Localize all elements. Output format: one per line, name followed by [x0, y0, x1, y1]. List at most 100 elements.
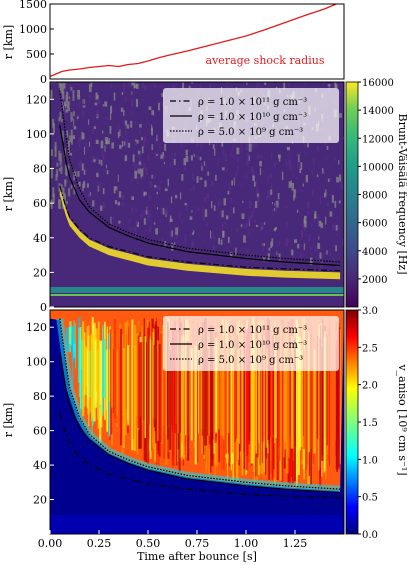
bv-noise-cell	[196, 207, 200, 212]
bv-colorbar-ticks: 16000 14000 12000 10000 8000 6000 4000 2000	[358, 78, 394, 286]
bv-noise-cell	[338, 90, 341, 93]
bv-noise-cell	[243, 235, 246, 243]
bv-noise-cell	[253, 171, 255, 180]
bv-noise-cell	[58, 117, 61, 122]
va-stripe	[99, 342, 102, 405]
bv-noise-cell	[123, 141, 126, 146]
bv-noise-cell	[151, 151, 154, 154]
va-stripe	[241, 323, 244, 444]
va-stripe	[182, 334, 185, 460]
bv-noise-cell	[235, 228, 239, 232]
va-stripe	[296, 320, 298, 486]
bv-contour-1e10	[59, 125, 341, 267]
bv-noise-cell	[329, 211, 333, 217]
bv-noise-cell	[243, 226, 246, 229]
bv-noise-cell	[170, 215, 172, 222]
bv-noise-cell	[164, 144, 167, 151]
va-stripe	[83, 333, 86, 407]
bv-noise-cell	[81, 163, 84, 171]
bv-noise-cell	[276, 244, 278, 247]
va-stripe	[323, 337, 325, 473]
bv-noise-cell	[151, 174, 153, 179]
va-stripe	[215, 337, 218, 432]
bv-noise-cell	[212, 232, 214, 239]
bv-noise-cell	[144, 209, 147, 215]
bv-noise-cell	[191, 210, 193, 213]
va-x-tick-label: 0.00	[38, 537, 63, 550]
bv-noise-cell	[70, 184, 73, 189]
bv-contour-5e9	[59, 90, 341, 263]
bv-noise-cell	[212, 245, 215, 251]
bv-noise-cell	[229, 252, 233, 258]
bv-noise-cell	[101, 130, 104, 134]
bv-noise-cell	[113, 186, 116, 194]
bv-noise-cell	[305, 151, 307, 155]
shock-panel-frame	[49, 3, 345, 80]
bv-noise-cell	[182, 82, 185, 89]
bv-noise-cell	[203, 196, 207, 203]
bv-noise-cell	[140, 214, 142, 221]
bv-noise-cell	[143, 191, 145, 197]
bv-noise-cell	[157, 149, 159, 157]
va-stripe	[277, 327, 281, 461]
va-stripe	[225, 343, 227, 455]
bv-noise-cell	[111, 142, 114, 149]
bv-noise-cell	[257, 153, 259, 160]
bv-noise-cell	[309, 247, 312, 250]
va-stripe	[147, 327, 149, 464]
bv-noise-cell	[277, 154, 281, 159]
bv-noise-cell	[338, 160, 340, 165]
bv-noise-cell	[307, 200, 310, 209]
bv-noise-cell	[246, 249, 249, 253]
bv-noise-cell	[231, 180, 233, 186]
bv-noise-cell	[246, 82, 248, 86]
bv-noise-cell	[78, 181, 81, 187]
bv-noise-cell	[143, 162, 146, 170]
bv-noise-cell	[275, 200, 279, 208]
bv-noise-cell	[160, 154, 164, 159]
bv-noise-cell	[65, 100, 67, 109]
va-stripe	[195, 347, 197, 432]
bv-noise-cell	[333, 256, 335, 265]
bv-noise-cell	[299, 222, 302, 227]
bv-noise-cell	[85, 141, 87, 149]
va-stripe	[271, 335, 274, 480]
bv-noise-cell	[194, 207, 196, 210]
bv-noise-cell	[76, 173, 78, 178]
bv-noise-cell	[90, 203, 93, 208]
va-stripe	[289, 337, 292, 437]
bv-noise-cell	[286, 147, 289, 150]
bv-noise-cell	[148, 195, 152, 201]
bv-noise-cell	[62, 82, 66, 89]
bv-noise-cell	[60, 88, 63, 94]
va-stripe	[106, 326, 108, 432]
bv-noise-cell	[327, 84, 331, 87]
va-legend-label-1e11: ρ = 1.0 × 10¹¹ g cm⁻³	[198, 325, 307, 336]
bv-noise-cell	[85, 149, 87, 152]
bv-noise-cell	[134, 170, 138, 179]
bv-noise-cell	[278, 240, 281, 245]
bv-noise-cell	[110, 105, 113, 114]
bv-noise-cell	[103, 136, 105, 141]
va-y-tick-label: 60	[33, 425, 47, 438]
bv-noise-cell	[173, 159, 176, 166]
va-y-label: r [km]	[2, 403, 15, 437]
bv-noise-cell	[163, 165, 166, 168]
bv-noise-cell	[248, 228, 250, 237]
bv-noise-cell	[303, 220, 307, 228]
bv-noise-cell	[191, 232, 194, 235]
va-stripe	[134, 325, 137, 435]
bv-noise-cell	[121, 141, 124, 147]
bv-noise-cell	[78, 136, 81, 142]
bv-noise-cell	[211, 181, 214, 186]
va-stripe	[73, 343, 76, 358]
bv-noise-cell	[103, 168, 105, 172]
va-stripe	[156, 340, 159, 441]
shock-panel-background	[50, 4, 344, 79]
va-colorbar-tick-label: 0.0	[362, 530, 378, 541]
bv-noise-cell	[137, 168, 141, 174]
bv-noise-cell	[81, 131, 84, 140]
va-legend-box	[163, 316, 339, 371]
bv-noise-cell	[62, 91, 65, 100]
